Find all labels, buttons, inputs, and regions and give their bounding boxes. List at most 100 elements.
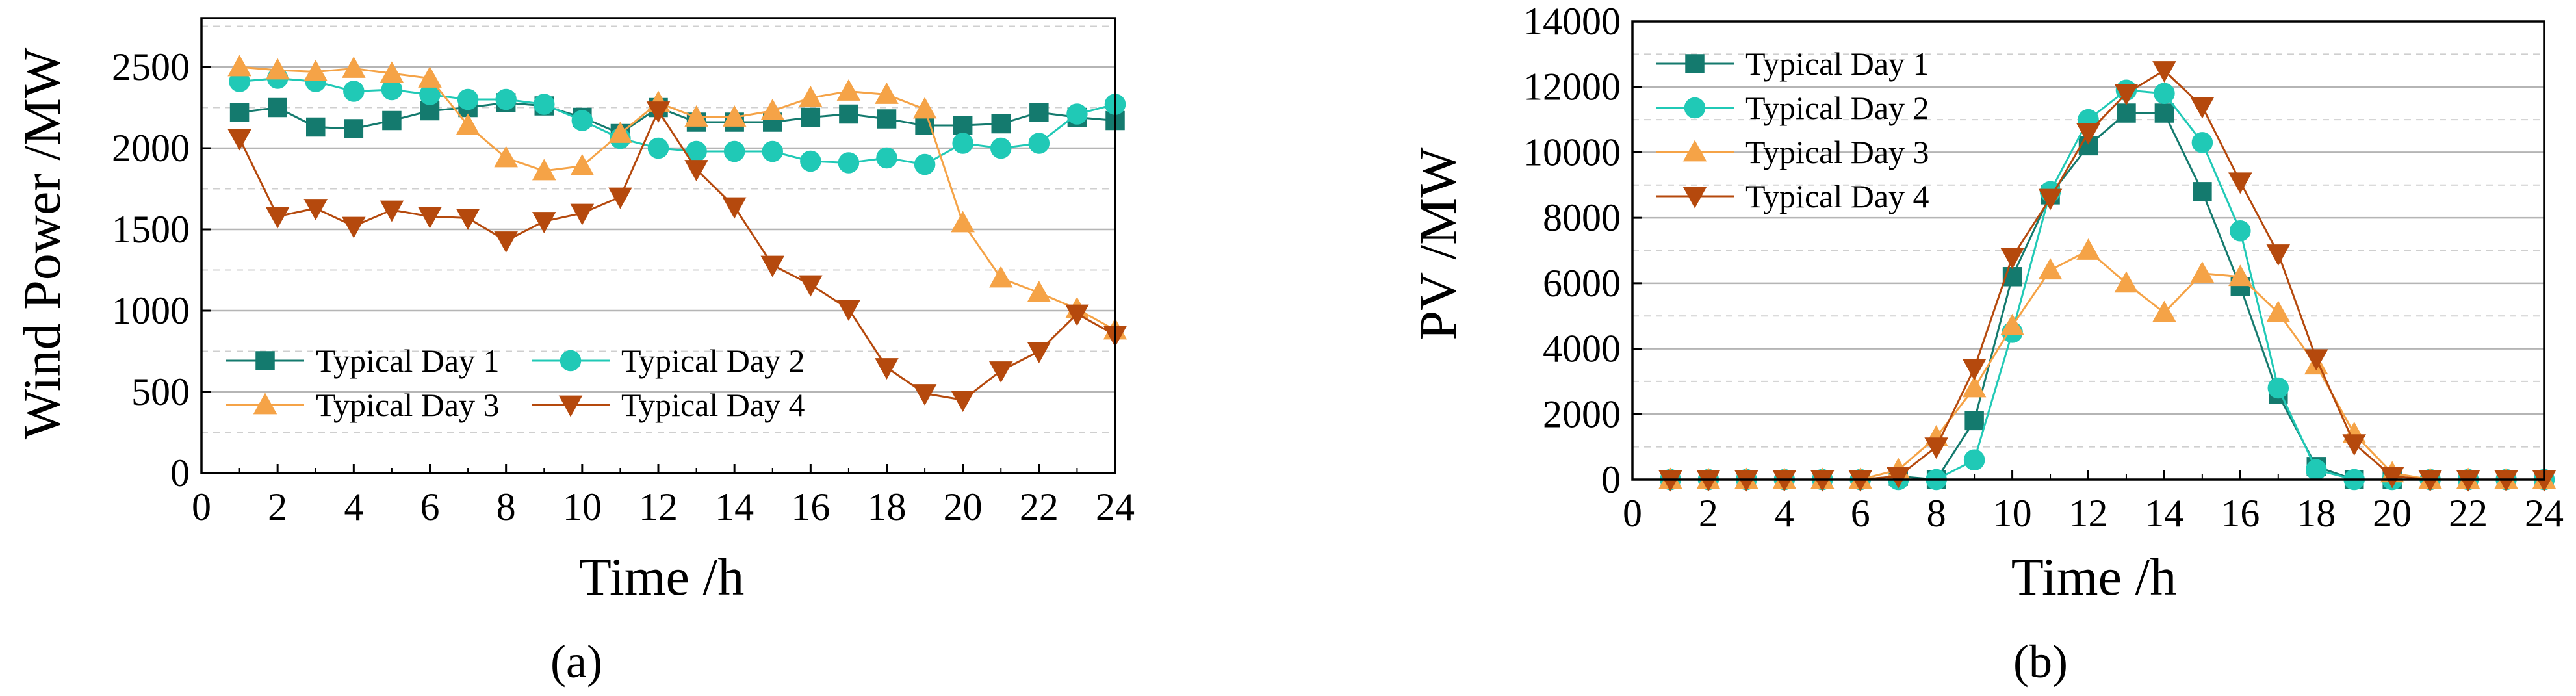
- panel-a-data-point: [456, 209, 480, 231]
- panel-b-data-point: [2114, 271, 2139, 293]
- panel-a-legend-marker: [558, 395, 583, 417]
- panel-a-data-point: [608, 121, 632, 143]
- panel-b-xtick-label: 22: [2449, 492, 2488, 535]
- panel-b-xtick-label: 4: [1775, 492, 1794, 535]
- panel-a-data-point: [876, 147, 897, 169]
- panel-a-xtick-label: 2: [268, 485, 287, 528]
- panel-a-xtick-label: 24: [1096, 485, 1135, 528]
- panel-a-data-point: [839, 104, 858, 124]
- panel-a-data-point: [684, 105, 708, 127]
- panel-a-data-point: [1029, 103, 1049, 122]
- panel-b-data-point: [2076, 238, 2100, 260]
- panel-a-ytick-label: 1500: [112, 208, 190, 251]
- panel-b-data-point: [2230, 220, 2251, 242]
- panel-a-data-point: [380, 61, 404, 83]
- panel-a-data-point: [951, 211, 975, 233]
- panel-a-data-point: [608, 187, 632, 209]
- panel-a-data-point: [532, 212, 556, 234]
- panel-a-data-point: [953, 116, 973, 135]
- panel-a-data-point: [570, 153, 595, 175]
- panel-b-series-3: [1658, 238, 2557, 489]
- panel-a-data-point: [343, 81, 365, 102]
- panel-a-data-point: [684, 160, 708, 182]
- panel-a-series-line: [239, 77, 1116, 166]
- panel-a-data-point: [495, 88, 517, 110]
- panel-a-xtick-label: 18: [868, 485, 907, 528]
- panel-a-xtick-label: 14: [715, 485, 754, 528]
- panel-a-data-point: [799, 85, 823, 107]
- panel-a-data-point: [722, 105, 747, 127]
- panel-a-xlabel: Time /h: [579, 547, 744, 606]
- panel-a-legend-label: Typical Day 2: [621, 342, 805, 379]
- panel-a-series-line: [239, 66, 1116, 331]
- panel-a-data-point: [494, 231, 518, 253]
- panel-a-data-point: [303, 59, 328, 81]
- panel-b-data-point: [2114, 84, 2139, 106]
- panel-b-data-point: [2228, 264, 2252, 287]
- panel-a-xtick-label: 4: [344, 485, 363, 528]
- panel-b-legend-label: Typical Day 1: [1745, 45, 1929, 82]
- panel-b-data-point: [2190, 97, 2215, 119]
- panel-a-data-point: [646, 101, 671, 123]
- panel-b-legend-marker: [1685, 54, 1705, 73]
- panel-a-data-point: [647, 137, 669, 159]
- panel-a-data-point: [303, 199, 328, 221]
- panel-b-xtick-label: 16: [2221, 492, 2260, 535]
- panel-a-data-point: [951, 391, 975, 413]
- panel-a-ytick-label: 2000: [112, 127, 190, 170]
- panel-a-data-point: [265, 58, 290, 80]
- panel-b-legend: Typical Day 1 Typical Day 2 Typical Day 3 T…: [1656, 45, 1929, 214]
- panel-a-data-point: [380, 200, 404, 222]
- panel-a-data-point: [990, 137, 1012, 159]
- panel-a-series-4: [227, 101, 1127, 413]
- panel-b-data-point: [2038, 188, 2063, 211]
- panel-a-data-point: [229, 103, 250, 122]
- panel-b-data-point: [2380, 467, 2404, 489]
- panel-a-data-point: [800, 150, 821, 172]
- panel-a-xtick-label: 22: [1020, 485, 1059, 528]
- panel-a-ytick-label: 0: [170, 452, 190, 495]
- panel-b-data-point: [2076, 123, 2100, 145]
- panel-a-legend: Typical Day 1 Typical Day 2 Typical Day 3 T…: [226, 342, 805, 423]
- panel-b-legend-marker: [1684, 97, 1706, 119]
- panel-a-xtick-label: 16: [791, 485, 830, 528]
- panel-b-ytick-label: 8000: [1543, 196, 1621, 239]
- panel-a-data-point: [912, 384, 937, 406]
- panel-a-data-point: [912, 97, 937, 119]
- panel-a-ytick-label: 2500: [112, 45, 190, 88]
- panel-a-data-point: [801, 107, 821, 127]
- panel-a-xtick-label: 0: [192, 485, 211, 528]
- panel-a-data-point: [1066, 103, 1088, 125]
- panel-a-caption: (a): [550, 636, 602, 688]
- panel-b-data-point: [2190, 261, 2215, 283]
- panel-b-legend-marker: [1682, 140, 1707, 162]
- panel-b-xtick-label: 10: [1993, 492, 2032, 535]
- panel-b-data-point: [2117, 103, 2136, 123]
- panel-b-xtick-label: 6: [1851, 492, 1870, 535]
- panel-b-data-point: [2266, 244, 2291, 266]
- panel-a-legend-label: Typical Day 4: [621, 387, 805, 423]
- panel-b-data-point: [1963, 449, 1985, 471]
- panel-a-series-1: [229, 93, 1125, 144]
- panel-a-data-point: [457, 88, 479, 110]
- panel-a-legend-marker: [560, 350, 582, 372]
- panel-b-ytick-label: 2000: [1543, 393, 1621, 435]
- panel-b-data-point: [2000, 313, 2024, 335]
- panel-a-data-point: [494, 146, 518, 168]
- panel-b-data-point: [2154, 83, 2175, 105]
- panel-b-data-point: [2306, 459, 2327, 481]
- panel-a-ylabel: Wind Power /MW: [12, 47, 71, 439]
- panel-a-data-point: [1027, 280, 1051, 302]
- panel-b-legend-marker: [1682, 187, 1707, 209]
- panel-a-data-point: [342, 216, 366, 238]
- panel-a-series-2: [229, 68, 1126, 175]
- panel-a-data-point: [570, 203, 595, 226]
- panel-b-data-point: [2304, 349, 2328, 371]
- panel-b-data-point: [2342, 434, 2366, 456]
- panel-a-data-point: [875, 82, 899, 104]
- panel-b-data-point: [1886, 467, 1911, 489]
- panel-b-pv: PV /MW Time /h (b) 0 2000 4000 6000 8000 1000…: [1408, 0, 2564, 688]
- panel-b-xtick-label: 14: [2145, 492, 2183, 535]
- panel-a-data-point: [268, 97, 287, 118]
